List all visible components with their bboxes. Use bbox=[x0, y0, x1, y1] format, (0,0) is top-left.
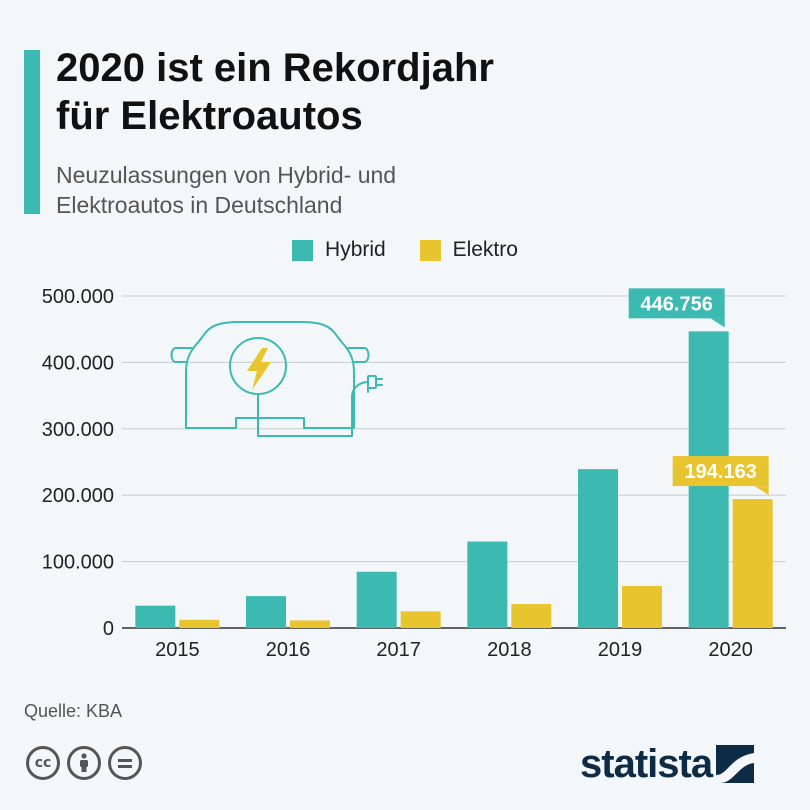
statista-logo[interactable]: statista bbox=[580, 740, 755, 788]
legend-swatch-elektro bbox=[419, 239, 441, 261]
nd-icon[interactable] bbox=[108, 746, 142, 780]
legend-swatch-hybrid bbox=[292, 239, 314, 261]
by-icon[interactable] bbox=[67, 746, 101, 780]
subtitle: Neuzulassungen von Hybrid- und Elektroau… bbox=[56, 160, 396, 220]
bar-hybrid-2018 bbox=[467, 541, 508, 628]
bar-hybrid-2017 bbox=[356, 571, 397, 628]
subtitle-line-2: Elektroautos in Deutschland bbox=[56, 192, 343, 218]
value-callout-elektro: 194.163 bbox=[672, 456, 769, 496]
bar-elektro-2017 bbox=[400, 611, 441, 628]
bar-hybrid-2015 bbox=[135, 605, 176, 628]
value-label: 446.756 bbox=[641, 293, 713, 315]
lightning-bolt-icon bbox=[247, 348, 271, 390]
cc-icon[interactable]: cc bbox=[26, 746, 60, 780]
legend-label-elektro: Elektro bbox=[452, 238, 518, 261]
title-line-2: für Elektroautos bbox=[56, 94, 363, 138]
y-tick-label: 500.000 bbox=[42, 286, 114, 308]
y-tick-label: 200.000 bbox=[42, 485, 114, 507]
x-tick-label: 2020 bbox=[708, 639, 753, 661]
x-tick-label: 2016 bbox=[266, 639, 311, 661]
electric-car-icon bbox=[170, 321, 383, 437]
legend-item-elektro: Elektro bbox=[419, 238, 518, 262]
x-tick-label: 2019 bbox=[598, 639, 643, 661]
brand-name: statista bbox=[580, 742, 713, 786]
bar-elektro-2019 bbox=[622, 585, 662, 628]
statista-mark-icon bbox=[716, 745, 755, 783]
title-line-1: 2020 ist ein Rekordjahr bbox=[56, 46, 494, 90]
accent-bar bbox=[24, 50, 40, 214]
page-title: 2020 ist ein Rekordjahr für Elektroautos bbox=[56, 44, 494, 140]
legend-label-hybrid: Hybrid bbox=[325, 238, 386, 261]
bar-elektro-2018 bbox=[511, 604, 552, 628]
x-tick-label: 2015 bbox=[155, 639, 200, 661]
value-callout-hybrid: 446.756 bbox=[628, 288, 725, 328]
bar-hybrid-2016 bbox=[246, 596, 286, 628]
subtitle-line-1: Neuzulassungen von Hybrid- und bbox=[56, 162, 397, 188]
bar-hybrid-2019 bbox=[578, 469, 618, 628]
x-tick-label: 2017 bbox=[376, 639, 421, 661]
bar-elektro-2016 bbox=[290, 620, 330, 628]
y-tick-label: 100.000 bbox=[42, 552, 114, 574]
bar-elektro-2020 bbox=[732, 499, 773, 628]
equals-icon bbox=[118, 759, 132, 768]
value-label: 194.163 bbox=[685, 461, 757, 483]
y-tick-label: 300.000 bbox=[42, 419, 114, 441]
legend-item-hybrid: Hybrid bbox=[292, 238, 386, 262]
labels-layer: 2015 2016 2017 2018 2019 2020 446.756 194.163 bbox=[155, 288, 769, 661]
y-tick-label: 400.000 bbox=[42, 352, 114, 374]
source-text: Quelle: KBA bbox=[24, 701, 123, 721]
y-tick-label: 0 bbox=[103, 618, 114, 640]
x-tick-label: 2018 bbox=[487, 639, 532, 661]
bar-elektro-2015 bbox=[179, 619, 220, 628]
bar-chart: 0 100.000 200.000 300.000 400.000 500.000 201… bbox=[42, 286, 786, 661]
grid-layer: 0 100.000 200.000 300.000 400.000 500.000 bbox=[42, 286, 786, 640]
person-icon bbox=[80, 753, 88, 772]
license-icons: cc bbox=[26, 746, 142, 780]
legend: Hybrid Elektro bbox=[0, 238, 810, 267]
